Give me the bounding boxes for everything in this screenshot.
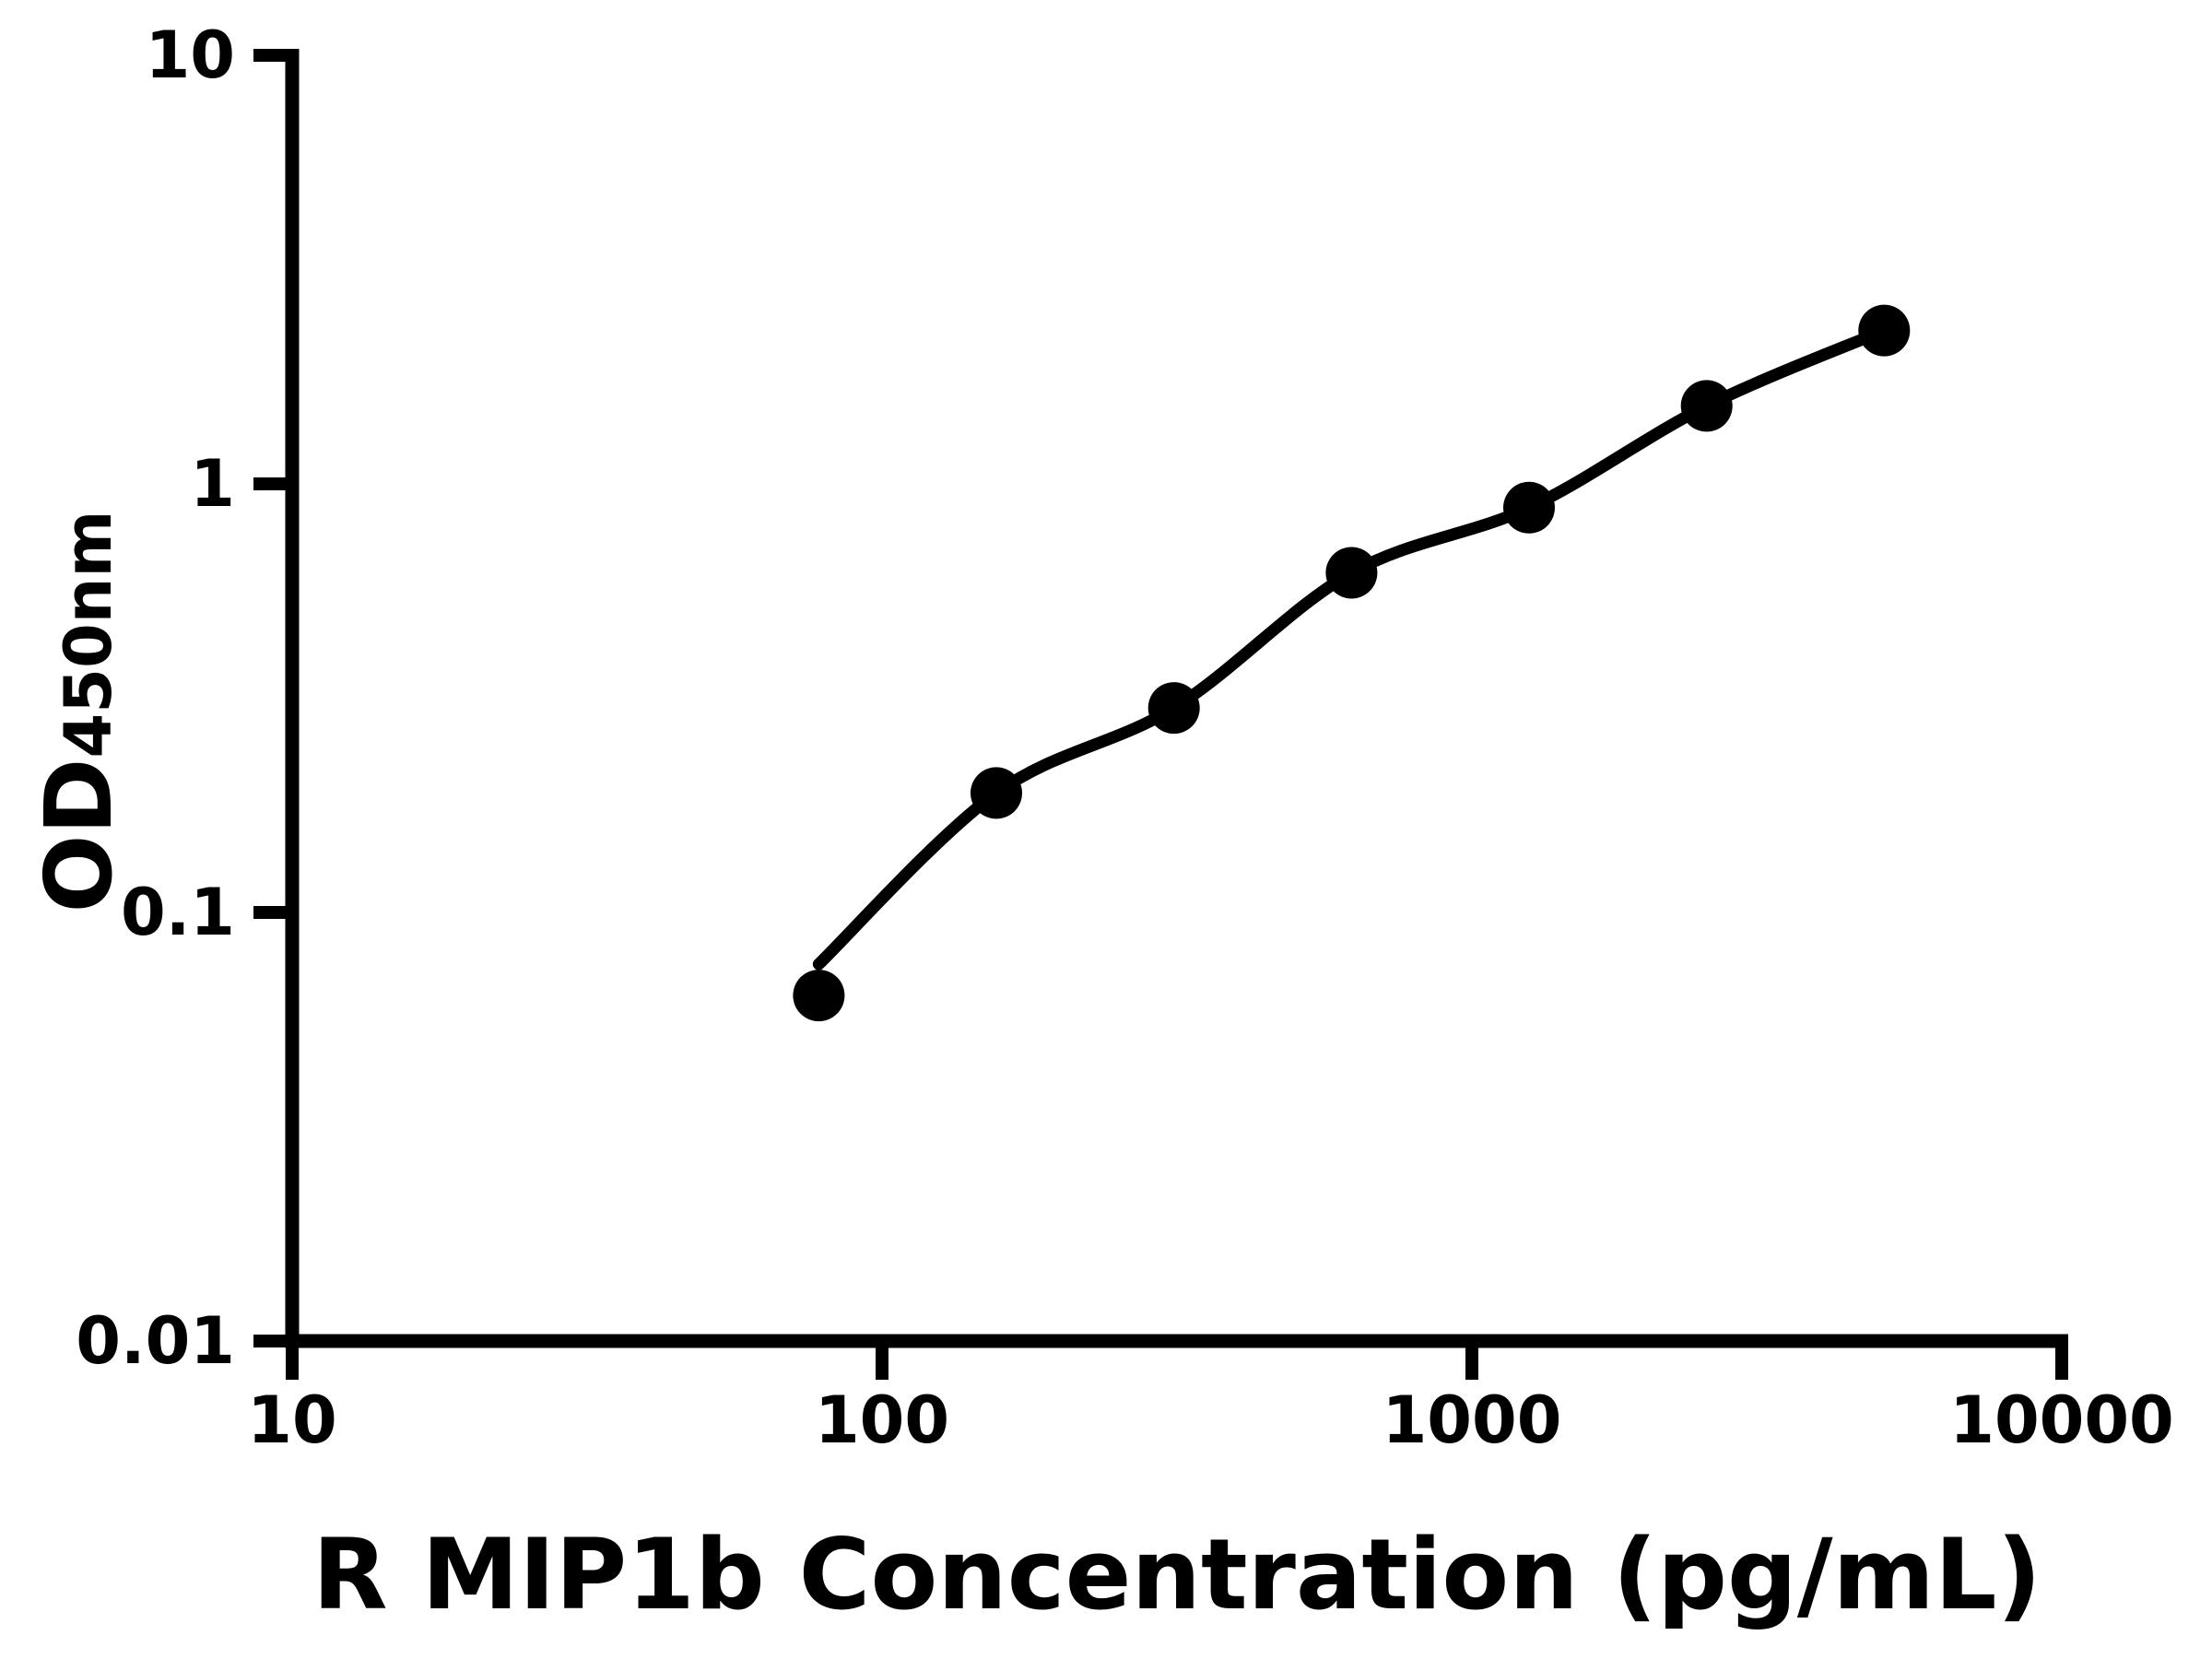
x-tick-label: 1000: [1382, 1382, 1562, 1458]
axes: [285, 49, 2068, 1348]
data-point: [971, 767, 1022, 819]
x-tick-label: 100: [815, 1382, 949, 1458]
x-axis-ticks: 10 100 1000 10000: [247, 1341, 2174, 1458]
y-tick-label: 0.1: [121, 875, 235, 950]
data-point: [1147, 682, 1200, 735]
x-tick-label: 10000: [1949, 1382, 2174, 1458]
y-axis-title-sub: 450nm: [51, 511, 126, 759]
data-point: [1503, 481, 1555, 534]
data-point: [1325, 547, 1378, 599]
y-axis-title: OD450nm: [25, 511, 133, 913]
data-point: [793, 970, 845, 1022]
y-axis-ticks: 10 1 0.1 0.01: [76, 18, 292, 1379]
y-tick-label: 0.01: [76, 1303, 235, 1379]
fit-curve: [812, 324, 1890, 971]
data-point: [1858, 304, 1911, 357]
y-tick-label: 10: [146, 18, 235, 93]
y-axis-title-main: OD: [25, 758, 133, 912]
data-point: [1680, 380, 1733, 432]
y-tick-label: 1: [190, 446, 235, 522]
x-axis-title: R MIP1b Concentration (pg/mL): [312, 1518, 2041, 1631]
x-tick-label: 10: [247, 1382, 336, 1458]
data-points: [793, 304, 1911, 1022]
